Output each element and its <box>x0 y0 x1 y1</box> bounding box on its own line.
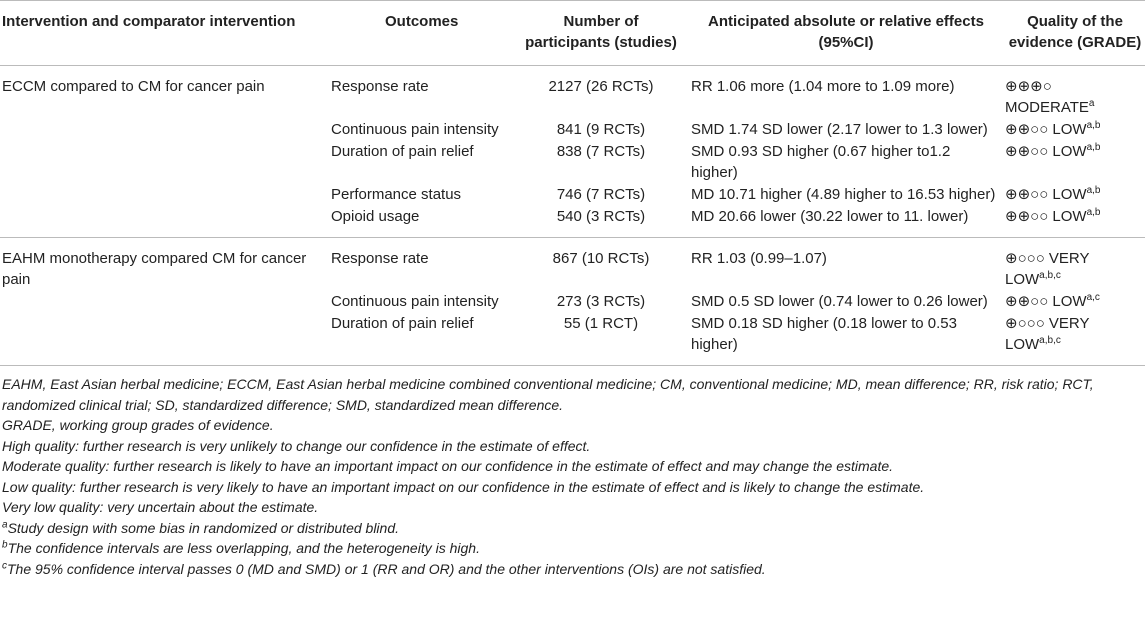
column-header: Number of participants (studies) <box>521 0 681 66</box>
footnote-text: The 95% confidence interval passes 0 (MD… <box>7 560 766 577</box>
footnote-mark: c <box>2 559 7 571</box>
quality-rating: ⊕⊕○○ LOW <box>1005 143 1087 160</box>
quality-cell: ⊕⊕○○ LOWa,c <box>1001 291 1145 313</box>
effect-cell: MD 20.66 lower (30.22 lower to 11. lower… <box>691 208 969 225</box>
participants-cell: 273 (3 RCTs) <box>556 293 646 310</box>
footnote-text: GRADE, working group grades of evidence. <box>2 417 274 433</box>
effect-cell: RR 1.06 more (1.04 more to 1.09 more) <box>691 78 955 95</box>
participants-cell: 867 (10 RCTs) <box>552 250 650 267</box>
footnote-text: The confidence intervals are less overla… <box>7 540 480 556</box>
table-row: Performance status 746 (7 RCTs) MD 10.71 h… <box>0 184 1145 206</box>
outcome-cell: Response rate <box>331 250 429 267</box>
quality-rating: ⊕⊕○○ LOW <box>1005 121 1087 138</box>
column-header: Anticipated absolute or relative effects… <box>681 0 1001 66</box>
footnote: cThe 95% confidence interval passes 0 (M… <box>2 559 1143 580</box>
quality-cell: ⊕○○○ VERY LOWa,b,c <box>1001 238 1145 292</box>
footnote-text: Low quality: further research is very li… <box>2 478 925 495</box>
quality-rating: ⊕○○○ VERY LOW <box>1005 250 1090 288</box>
table-row: Duration of pain relief 838 (7 RCTs) SMD 0… <box>0 141 1145 184</box>
footnote: Moderate quality: further research is li… <box>2 456 1143 477</box>
footnote-text: Study design with some bias in randomize… <box>7 519 399 536</box>
quality-rating: ⊕⊕○○ LOW <box>1005 186 1087 203</box>
table-row: Continuous pain intensity 841 (9 RCTs) SMD… <box>0 119 1145 141</box>
quality-cell: ⊕⊕○○ LOWa,b <box>1001 184 1145 206</box>
outcome-cell: Opioid usage <box>331 208 420 225</box>
quality-cell: ⊕⊕○○ LOWa,b <box>1001 206 1145 238</box>
intervention-cell: EAHM monotherapy compared CM for cancer … <box>2 250 307 288</box>
footnote: bThe confidence intervals are less overl… <box>2 538 1143 559</box>
quality-rating: ⊕⊕○○ LOW <box>1005 208 1087 225</box>
quality-footnote-mark: a,b <box>1086 142 1101 153</box>
participants-cell: 2127 (26 RCTs) <box>548 78 654 95</box>
footnote-text: Very low quality: very uncertain about t… <box>2 499 319 515</box>
table-row: Opioid usage 540 (3 RCTs) MD 20.66 lower (… <box>0 206 1145 238</box>
quality-footnote-mark: a,c <box>1086 292 1100 303</box>
outcome-cell: Duration of pain relief <box>331 143 474 160</box>
quality-footnote-mark: a,b,c <box>1039 335 1061 346</box>
effect-cell: SMD 1.74 SD lower (2.17 lower to 1.3 low… <box>691 121 988 138</box>
table-row: Duration of pain relief 55 (1 RCT) SMD 0.1… <box>0 313 1145 366</box>
table-row: ECCM compared to CM for cancer pain Respo… <box>0 66 1145 120</box>
effect-cell: SMD 0.18 SD higher (0.18 lower to 0.53 h… <box>691 315 957 353</box>
effect-cell: SMD 0.93 SD higher (0.67 higher to1.2 hi… <box>691 143 951 181</box>
evidence-table: Intervention and comparator intervention… <box>0 0 1145 366</box>
quality-rating: ⊕○○○ VERY LOW <box>1005 315 1090 353</box>
footnotes: EAHM, East Asian herbal medicine; ECCM, … <box>0 366 1145 579</box>
quality-cell: ⊕⊕⊕○ MODERATEa <box>1001 66 1145 120</box>
footnote-text: EAHM, East Asian herbal medicine; ECCM, … <box>2 376 1094 413</box>
participants-cell: 746 (7 RCTs) <box>556 186 646 203</box>
effect-cell: RR 1.03 (0.99–1.07) <box>691 250 827 267</box>
row-group: EAHM monotherapy compared CM for cancer … <box>0 238 1145 366</box>
participants-cell: 55 (1 RCT) <box>563 315 639 332</box>
quality-rating: ⊕⊕⊕○ MODERATE <box>1005 78 1089 116</box>
quality-cell: ⊕⊕○○ LOWa,b <box>1001 141 1145 184</box>
footnote: High quality: further research is very u… <box>2 436 1143 457</box>
footnote: GRADE, working group grades of evidence. <box>2 415 1143 436</box>
row-group: ECCM compared to CM for cancer pain Respo… <box>0 66 1145 238</box>
effect-cell: MD 10.71 higher (4.89 higher to 16.53 hi… <box>691 186 996 203</box>
footnote: EAHM, East Asian herbal medicine; ECCM, … <box>2 374 1143 415</box>
quality-rating: ⊕⊕○○ LOW <box>1005 293 1087 310</box>
quality-footnote-mark: a,b <box>1086 207 1101 218</box>
effect-cell: SMD 0.5 SD lower (0.74 lower to 0.26 low… <box>691 293 988 310</box>
footnote-text: High quality: further research is very u… <box>2 437 591 454</box>
quality-footnote-mark: a <box>1088 98 1095 109</box>
footnote-text: Moderate quality: further research is li… <box>2 458 894 474</box>
footnote-mark: b <box>2 539 8 551</box>
outcome-cell: Continuous pain intensity <box>331 121 499 138</box>
footnote: Low quality: further research is very li… <box>2 477 1143 498</box>
quality-cell: ⊕○○○ VERY LOWa,b,c <box>1001 313 1145 366</box>
intervention-cell: ECCM compared to CM for cancer pain <box>2 78 265 95</box>
participants-cell: 540 (3 RCTs) <box>556 208 646 225</box>
footnote: aStudy design with some bias in randomiz… <box>2 518 1143 539</box>
column-header: Quality of the evidence (GRADE) <box>1001 0 1145 66</box>
table-row: Continuous pain intensity 273 (3 RCTs) SMD… <box>0 291 1145 313</box>
header-row: Intervention and comparator intervention… <box>0 0 1145 66</box>
footnote: Very low quality: very uncertain about t… <box>2 497 1143 518</box>
participants-cell: 838 (7 RCTs) <box>556 143 646 160</box>
outcome-cell: Performance status <box>331 186 462 203</box>
table-row: EAHM monotherapy compared CM for cancer … <box>0 238 1145 292</box>
quality-cell: ⊕⊕○○ LOWa,b <box>1001 119 1145 141</box>
column-header: Intervention and comparator intervention <box>0 0 331 66</box>
outcome-cell: Response rate <box>331 78 429 95</box>
outcome-cell: Continuous pain intensity <box>331 293 499 310</box>
quality-footnote-mark: a,b <box>1086 120 1101 131</box>
participants-cell: 841 (9 RCTs) <box>556 121 646 138</box>
outcome-cell: Duration of pain relief <box>331 315 474 332</box>
quality-footnote-mark: a,b,c <box>1039 270 1061 281</box>
quality-footnote-mark: a,b <box>1086 185 1101 196</box>
column-header: Outcomes <box>331 0 521 66</box>
footnote-mark: a <box>2 518 8 530</box>
